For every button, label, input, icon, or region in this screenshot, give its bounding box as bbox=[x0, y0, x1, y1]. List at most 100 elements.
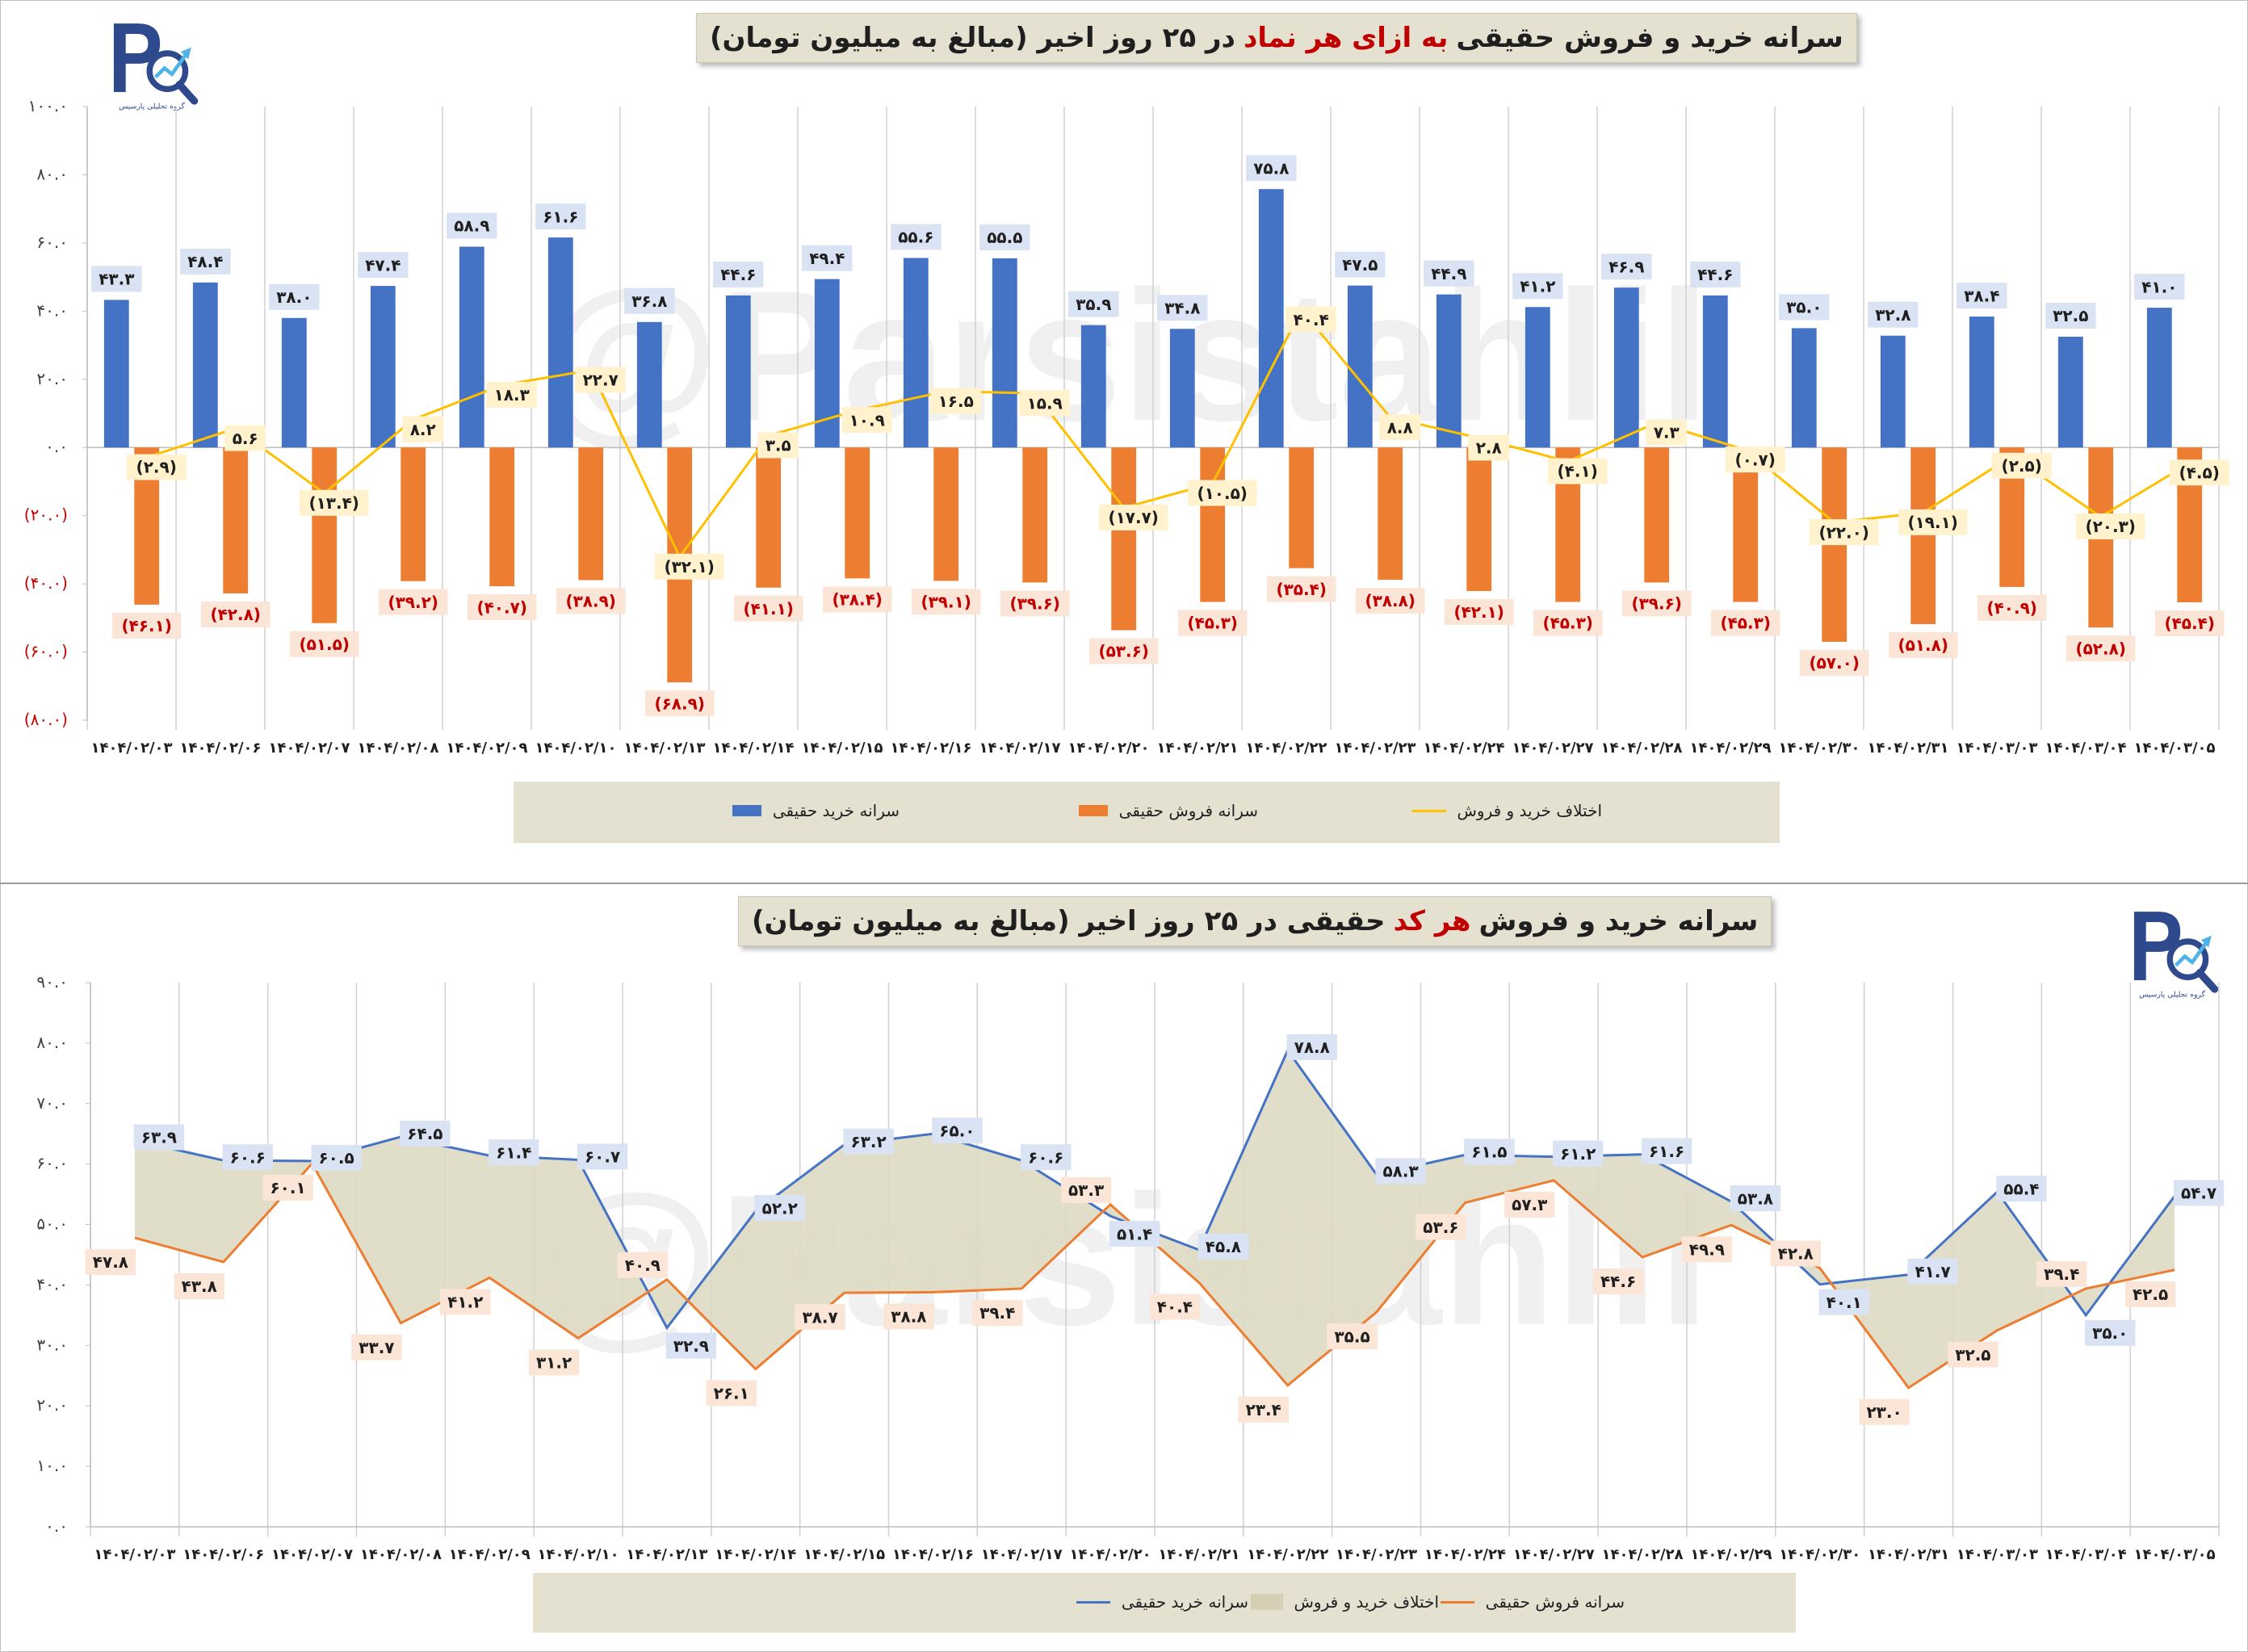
x-tick-label: ۱۴۰۴/۰۲/۱۳ bbox=[623, 740, 705, 757]
diff-data-label: (۳۲.۱) bbox=[664, 557, 715, 577]
legend-sell-line: سرانه فروش حقیقی bbox=[1440, 1592, 1625, 1612]
diff-data-label-box bbox=[930, 388, 981, 414]
y-tick-label: ۴۰.۰ bbox=[36, 300, 68, 320]
buy-data-label: ۳۵.۹ bbox=[1076, 295, 1111, 314]
legend-area-label: اختلاف خرید و فروش bbox=[1294, 1592, 1439, 1612]
buy-data-label-box bbox=[1957, 283, 2007, 309]
buy-data-label-box bbox=[1464, 1138, 1515, 1165]
sell-data-label: ۳۹.۴ bbox=[979, 1303, 1015, 1323]
legend-buy: سرانه خرید حقیقی bbox=[732, 801, 900, 820]
buy-data-label: ۴۵.۸ bbox=[1206, 1237, 1241, 1256]
buy-bar bbox=[370, 286, 396, 448]
x-tick-label: ۱۴۰۴/۰۲/۱۶ bbox=[892, 1546, 974, 1563]
buy-data-label: ۴۹.۴ bbox=[809, 249, 845, 268]
sell-data-label-box bbox=[378, 589, 448, 615]
buy-data-label-box bbox=[2134, 274, 2185, 300]
buy-data-label: ۶۰.۶ bbox=[230, 1147, 266, 1167]
buy-data-label-box bbox=[1109, 1221, 1160, 1247]
sell-data-label-box bbox=[883, 1303, 934, 1330]
sell-data-label-box bbox=[1888, 631, 1958, 658]
diff-data-label: (۲۲.۰) bbox=[1818, 522, 1869, 542]
logo-caption: گروه تحلیلی پارسیس bbox=[2139, 989, 2205, 999]
buy-bar bbox=[1080, 325, 1106, 448]
sell-bar bbox=[489, 447, 515, 587]
diff-data-label-box bbox=[841, 407, 892, 434]
sell-data-label-box bbox=[1149, 1294, 1201, 1320]
sell-data-label: (۴۵.۳) bbox=[1542, 614, 1593, 633]
sell-data-label: (۶۸.۹) bbox=[654, 694, 705, 713]
x-tick-label: ۱۴۰۴/۰۲/۱۰ bbox=[535, 740, 616, 757]
diff-data-label-box bbox=[1991, 452, 2052, 479]
diff-data-label: (۲.۹) bbox=[136, 458, 177, 477]
sell-data-label: ۴۰.۴ bbox=[1157, 1298, 1193, 1317]
sell-data-label-box bbox=[440, 1289, 491, 1315]
sell-data-label: ۴۷.۸ bbox=[93, 1252, 128, 1272]
buy-data-label: ۳۲.۹ bbox=[673, 1336, 709, 1356]
watermark: @Parsistahlil bbox=[538, 1156, 1710, 1364]
y-tick-label: ۲۰.۰ bbox=[36, 369, 68, 388]
buy-data-label-box bbox=[447, 212, 497, 239]
sell-data-label: (۳۹.۲) bbox=[388, 593, 438, 612]
buy-data-label: ۵۴.۷ bbox=[2181, 1184, 2217, 1203]
sell-bar bbox=[933, 447, 959, 581]
buy-data-label: ۵۲.۲ bbox=[762, 1198, 798, 1218]
buy-data-label-box bbox=[1601, 254, 1652, 280]
sell-data-label: ۲۶.۱ bbox=[714, 1384, 749, 1403]
buy-data-label-box bbox=[843, 1128, 894, 1155]
sell-data-label: (۵۷.۰) bbox=[1809, 653, 1860, 673]
buy-data-label: ۴۷.۴ bbox=[365, 255, 401, 275]
diff-data-label: (۴.۱) bbox=[1558, 462, 1598, 481]
x-tick-label: ۱۴۰۴/۰۲/۲۲ bbox=[1245, 740, 1327, 757]
diff-data-label: (۲.۵) bbox=[2002, 456, 2042, 476]
sell-data-label: ۳۲.۵ bbox=[1955, 1345, 1990, 1365]
buy-data-label-box bbox=[133, 1124, 185, 1151]
sell-data-label-box bbox=[2124, 1281, 2176, 1307]
x-tick-label: ۱۴۰۴/۰۲/۱۴ bbox=[712, 740, 794, 757]
x-tick-label: ۱۴۰۴/۰۲/۲۱ bbox=[1156, 740, 1238, 757]
sell-data-label-box bbox=[289, 631, 359, 657]
y-tick-label: ۳۰.۰ bbox=[36, 1335, 68, 1354]
chart1-bar-chart: @Parsistahlil(۸۰.۰)(۶۰.۰)(۴۰.۰)(۲۰.۰)۰.۰… bbox=[24, 96, 2229, 757]
buy-bar bbox=[1880, 335, 1906, 448]
diff-data-label: ۱۰.۹ bbox=[849, 410, 885, 430]
buy-data-label: ۵۵.۵ bbox=[987, 228, 1022, 247]
buy-data-label: ۶۴.۵ bbox=[407, 1124, 442, 1143]
chart2-title-part2: حقیقی در ۲۵ روز اخیر (مبالغ به میلیون تو… bbox=[752, 905, 1386, 937]
x-tick-label: ۱۴۰۴/۰۳/۰۴ bbox=[2045, 740, 2126, 757]
diff-data-label-box bbox=[1098, 504, 1168, 530]
x-tick-label: ۱۴۰۴/۰۲/۳۰ bbox=[1778, 740, 1860, 757]
x-tick-label: ۱۴۰۴/۰۲/۱۵ bbox=[803, 1546, 885, 1563]
y-tick-label: ۰.۰ bbox=[45, 1516, 68, 1536]
sell-data-label-box bbox=[1710, 610, 1780, 636]
buy-data-label-box bbox=[802, 245, 853, 271]
y-tick-label: (۴۰.۰) bbox=[24, 573, 68, 593]
sell-bar bbox=[1111, 447, 1137, 631]
diff-data-label-box bbox=[1898, 509, 1968, 535]
x-tick-label: ۱۴۰۴/۰۲/۰۳ bbox=[90, 740, 172, 757]
buy-data-label-box bbox=[932, 1117, 983, 1144]
x-tick-label: ۱۴۰۴/۰۲/۲۰ bbox=[1067, 740, 1149, 757]
buy-data-label-box bbox=[979, 224, 1030, 250]
buy-bar bbox=[903, 258, 929, 448]
x-tick-label: ۱۴۰۴/۰۲/۲۱ bbox=[1158, 1546, 1239, 1563]
buy-data-label: ۳۸.۰ bbox=[276, 287, 312, 307]
x-tick-label: ۱۴۰۴/۰۲/۳۱ bbox=[1868, 1546, 1949, 1563]
buy-bar bbox=[281, 317, 307, 448]
sell-data-label-box bbox=[1444, 598, 1514, 625]
legend-area: اختلاف خرید و فروش bbox=[1250, 1592, 1439, 1612]
sell-data-label: (۴۲.۱) bbox=[1453, 602, 1504, 622]
parsis-logo-bottom: گروه تحلیلی پارسیس bbox=[2133, 912, 2219, 999]
diff-data-label-box bbox=[126, 454, 187, 480]
buy-data-label-box bbox=[1197, 1234, 1249, 1260]
diff-data-label-box bbox=[654, 553, 724, 580]
buy-data-label-box bbox=[1246, 155, 1297, 182]
buy-data-label: ۳۴.۸ bbox=[1164, 298, 1200, 317]
buy-data-label-box bbox=[1996, 1176, 2047, 1202]
diff-data-label-box bbox=[1285, 306, 1336, 333]
sell-data-label: ۵۳.۳ bbox=[1068, 1180, 1104, 1200]
sell-data-label: ۲۳.۴ bbox=[1246, 1400, 1281, 1419]
buy-data-label: ۶۳.۲ bbox=[850, 1132, 886, 1151]
sell-data-label: (۵۱.۵) bbox=[299, 635, 350, 654]
x-tick-label: ۱۴۰۴/۰۲/۲۳ bbox=[1336, 1546, 1417, 1563]
buy-data-label: ۵۵.۴ bbox=[2003, 1179, 2039, 1198]
